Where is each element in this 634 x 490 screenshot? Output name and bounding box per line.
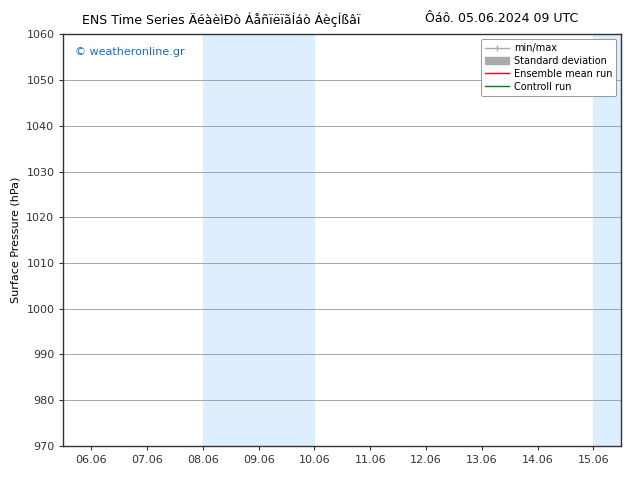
Text: ENS Time Series ÄéàèìÐò ÁåñïëïãÍáò ÁèçÍßâï: ENS Time Series ÄéàèìÐò ÁåñïëïãÍáò ÁèçÍß… xyxy=(82,12,361,27)
Text: Ôáô. 05.06.2024 09 UTC: Ôáô. 05.06.2024 09 UTC xyxy=(425,12,578,25)
Text: © weatheronline.gr: © weatheronline.gr xyxy=(75,47,184,57)
Bar xyxy=(593,34,621,446)
Bar xyxy=(203,34,314,446)
Y-axis label: Surface Pressure (hPa): Surface Pressure (hPa) xyxy=(11,177,21,303)
Legend: min/max, Standard deviation, Ensemble mean run, Controll run: min/max, Standard deviation, Ensemble me… xyxy=(481,39,616,96)
